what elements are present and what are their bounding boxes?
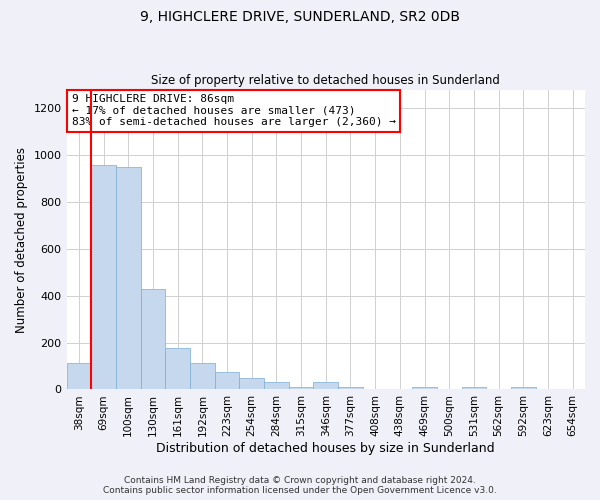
Bar — [67, 362, 91, 390]
Bar — [190, 362, 215, 390]
Bar — [116, 167, 140, 390]
Title: Size of property relative to detached houses in Sunderland: Size of property relative to detached ho… — [151, 74, 500, 87]
Bar — [461, 387, 486, 390]
Bar — [338, 387, 363, 390]
Bar — [289, 387, 313, 390]
Bar — [239, 378, 264, 390]
Bar — [511, 387, 536, 390]
Bar — [313, 382, 338, 390]
X-axis label: Distribution of detached houses by size in Sunderland: Distribution of detached houses by size … — [157, 442, 495, 455]
Bar — [215, 372, 239, 390]
Y-axis label: Number of detached properties: Number of detached properties — [15, 146, 28, 332]
Bar — [412, 387, 437, 390]
Bar — [140, 288, 165, 390]
Text: 9 HIGHCLERE DRIVE: 86sqm
← 17% of detached houses are smaller (473)
83% of semi-: 9 HIGHCLERE DRIVE: 86sqm ← 17% of detach… — [72, 94, 396, 128]
Text: 9, HIGHCLERE DRIVE, SUNDERLAND, SR2 0DB: 9, HIGHCLERE DRIVE, SUNDERLAND, SR2 0DB — [140, 10, 460, 24]
Bar — [91, 164, 116, 390]
Text: Contains HM Land Registry data © Crown copyright and database right 2024.
Contai: Contains HM Land Registry data © Crown c… — [103, 476, 497, 495]
Bar — [165, 348, 190, 390]
Bar — [264, 382, 289, 390]
